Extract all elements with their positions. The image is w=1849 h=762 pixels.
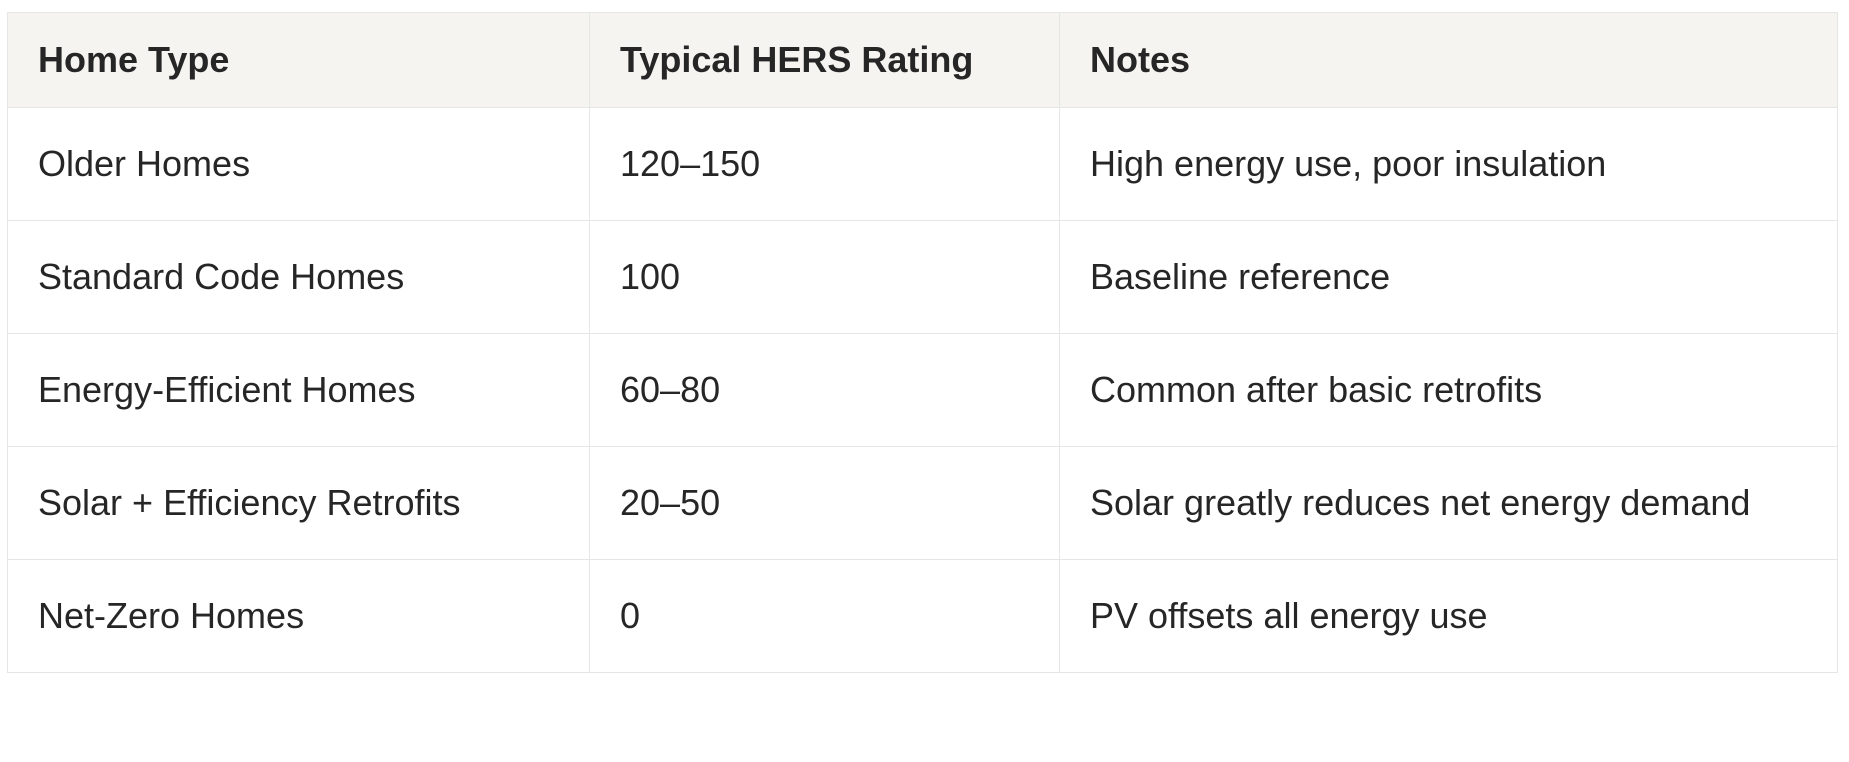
table-cell: Older Homes	[7, 107, 590, 221]
table-row: Net-Zero Homes 0 PV offsets all energy use	[7, 559, 1838, 673]
table-cell: Baseline reference	[1059, 220, 1838, 334]
table-row: Older Homes 120–150 High energy use, poor …	[7, 107, 1838, 221]
table-row: Solar + Efficiency Retrofits 20–50 Solar g…	[7, 446, 1838, 560]
table-cell: Net-Zero Homes	[7, 559, 590, 673]
header-row: Home Type Typical HERS Rating Notes	[7, 12, 1838, 108]
table-cell: 20–50	[589, 446, 1060, 560]
table-cell: 60–80	[589, 333, 1060, 447]
table-row: Energy-Efficient Homes 60–80 Common after …	[7, 333, 1838, 447]
header-cell: Notes	[1059, 12, 1838, 108]
table-cell: Solar + Efficiency Retrofits	[7, 446, 590, 560]
table-row: Standard Code Homes 100 Baseline reference	[7, 220, 1838, 334]
table-cell: Common after basic retrofits	[1059, 333, 1838, 447]
table-cell: High energy use, poor insulation	[1059, 107, 1838, 221]
hers-table: Home Type Typical HERS Rating Notes Older …	[7, 12, 1838, 673]
table-cell: 100	[589, 220, 1060, 334]
table-body: Older Homes 120–150 High energy use, poor …	[7, 107, 1838, 673]
table-cell: PV offsets all energy use	[1059, 559, 1838, 673]
table-cell: Solar greatly reduces net energy demand	[1059, 446, 1838, 560]
header-cell: Home Type	[7, 12, 590, 108]
table-header: Home Type Typical HERS Rating Notes	[7, 12, 1838, 108]
table-cell: 120–150	[589, 107, 1060, 221]
header-cell: Typical HERS Rating	[589, 12, 1060, 108]
table-cell: 0	[589, 559, 1060, 673]
table-cell: Standard Code Homes	[7, 220, 590, 334]
table-cell: Energy-Efficient Homes	[7, 333, 590, 447]
